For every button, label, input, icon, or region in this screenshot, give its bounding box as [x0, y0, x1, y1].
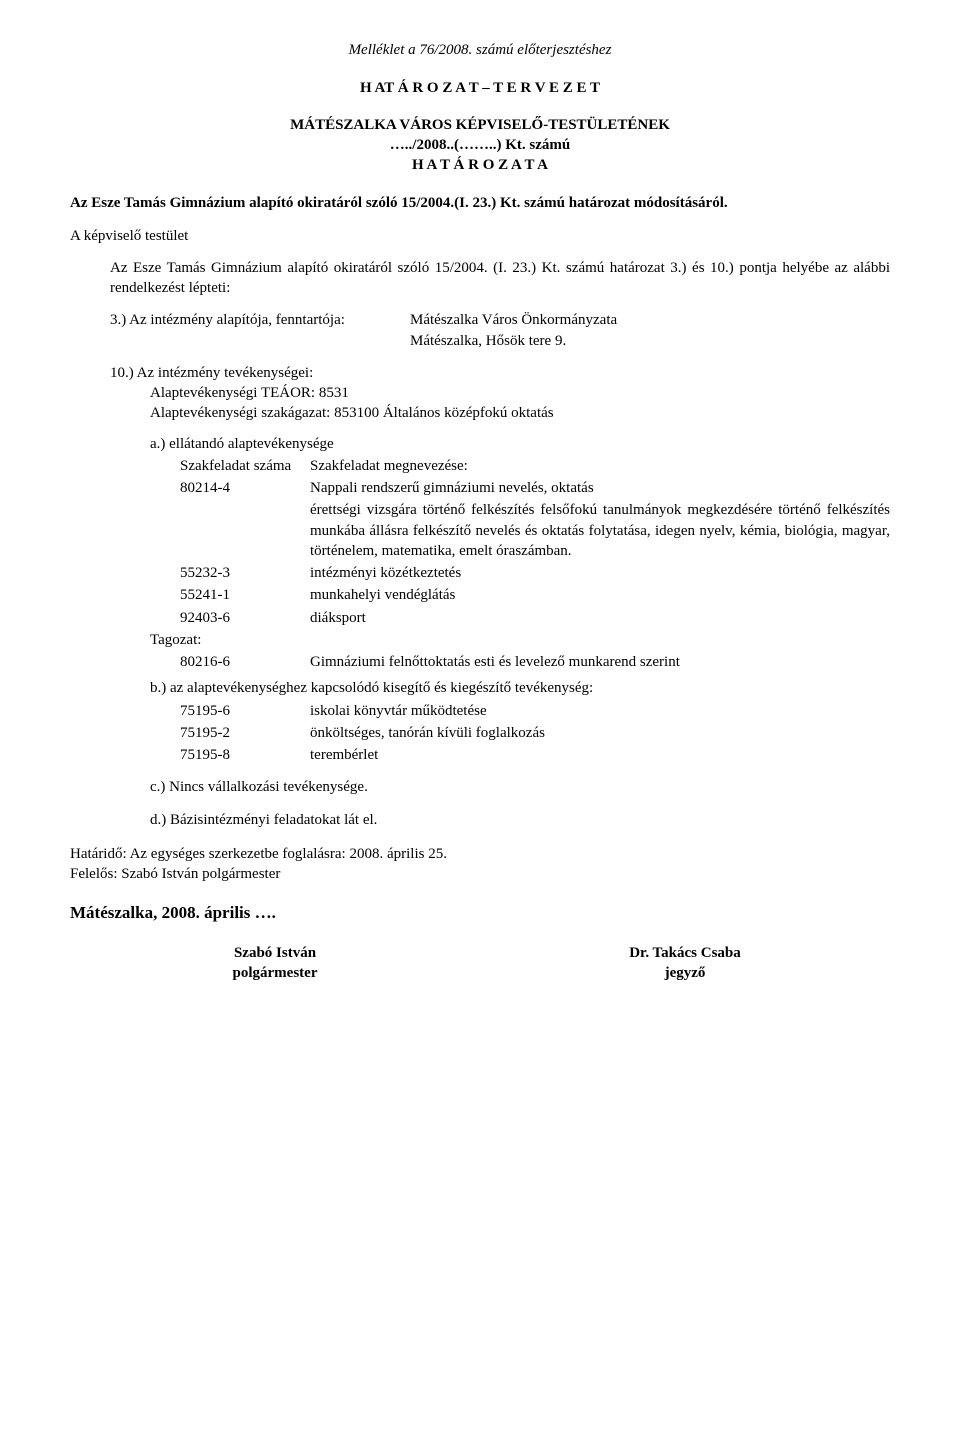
- founder-value: Mátészalka Város Önkormányzata Mátészalk…: [410, 310, 890, 351]
- activity-desc: önköltséges, tanórán kívüli foglalkozás: [310, 723, 890, 743]
- activity-desc: Nappali rendszerű gimnáziumi nevelés, ok…: [310, 478, 890, 498]
- intro-paragraph: Az Esze Tamás Gimnázium alapító okiratár…: [110, 258, 890, 299]
- founder-address: Mátészalka, Hősök tere 9.: [410, 331, 890, 351]
- szakagazat-line: Alaptevékenységi szakágazat: 853100 Álta…: [150, 403, 890, 423]
- activity-long-desc-row: érettségi vizsgára történő felkészítés f…: [180, 500, 890, 561]
- founder-name: Mátészalka Város Önkormányzata: [410, 310, 890, 330]
- col-head-code: Szakfeladat száma: [180, 456, 310, 476]
- activity-row: 75195-2 önköltséges, tanórán kívüli fogl…: [180, 723, 890, 743]
- resolution-draft-heading: H AT Á R O Z A T – T E R V E Z E T: [70, 78, 890, 98]
- activity-code: 55241-1: [180, 585, 310, 605]
- activity-code: 92403-6: [180, 608, 310, 628]
- activity-row: 80214-4 Nappali rendszerű gimnáziumi nev…: [180, 478, 890, 498]
- tagozat-desc: Gimnáziumi felnőttoktatás esti és levele…: [310, 652, 890, 672]
- sign-right-title: jegyző: [480, 963, 890, 983]
- founder-block: 3.) Az intézmény alapítója, fenntartója:…: [110, 310, 890, 351]
- activity-row: 55241-1 munkahelyi vendéglátás: [180, 585, 890, 605]
- section-d-label: d.) Bázisintézményi feladatokat lát el.: [150, 810, 890, 830]
- teaor-line: Alaptevékenységi TEÁOR: 8531: [150, 383, 890, 403]
- signature-left: Szabó István polgármester: [70, 943, 480, 984]
- sign-left-name: Szabó István: [70, 943, 480, 963]
- activity-code-empty: [180, 500, 310, 561]
- activity-code: 80214-4: [180, 478, 310, 498]
- activity-row: 75195-6 iskolai könyvtár működtetése: [180, 701, 890, 721]
- date-line: Mátészalka, 2008. április ….: [70, 902, 890, 925]
- doc-title-line-1: MÁTÉSZALKA VÁROS KÉPVISELŐ-TESTÜLETÉNEK: [70, 115, 890, 135]
- attachment-line: Melléklet a 76/2008. számú előterjesztés…: [70, 40, 890, 60]
- doc-title-line-2: …../2008..(……..) Kt. számú: [70, 135, 890, 155]
- column-headers: Szakfeladat száma Szakfeladat megnevezés…: [180, 456, 890, 476]
- activity-desc: diáksport: [310, 608, 890, 628]
- tagozat-label: Tagozat:: [150, 630, 890, 650]
- activity-row: 92403-6 diáksport: [180, 608, 890, 628]
- activity-desc: terembérlet: [310, 745, 890, 765]
- activity-code: 55232-3: [180, 563, 310, 583]
- sign-left-title: polgármester: [70, 963, 480, 983]
- activity-row: 55232-3 intézményi közétkeztetés: [180, 563, 890, 583]
- activity-code: 75195-2: [180, 723, 310, 743]
- doc-title-line-3: H A T Á R O Z A T A: [70, 155, 890, 175]
- subject-line: Az Esze Tamás Gimnázium alapító okiratár…: [70, 193, 890, 213]
- activity-desc: iskolai könyvtár működtetése: [310, 701, 890, 721]
- section-c-label: c.) Nincs vállalkozási tevékenysége.: [150, 777, 890, 797]
- signature-right: Dr. Takács Csaba jegyző: [480, 943, 890, 984]
- activity-row: 75195-8 terembérlet: [180, 745, 890, 765]
- representative-body-line: A képviselő testület: [70, 226, 890, 246]
- responsible-line: Felelős: Szabó István polgármester: [70, 864, 890, 884]
- activities-label: 10.) Az intézmény tevékenységei:: [110, 363, 890, 383]
- activity-desc: munkahelyi vendéglátás: [310, 585, 890, 605]
- activity-code: 75195-8: [180, 745, 310, 765]
- tagozat-row: 80216-6 Gimnáziumi felnőttoktatás esti é…: [180, 652, 890, 672]
- section-b-label: b.) az alaptevékenységhez kapcsolódó kis…: [150, 678, 890, 698]
- signature-row: Szabó István polgármester Dr. Takács Csa…: [70, 943, 890, 984]
- sign-right-name: Dr. Takács Csaba: [480, 943, 890, 963]
- activity-desc: intézményi közétkeztetés: [310, 563, 890, 583]
- col-head-desc: Szakfeladat megnevezése:: [310, 456, 890, 476]
- activity-code: 75195-6: [180, 701, 310, 721]
- section-a-label: a.) ellátandó alaptevékenysége: [150, 434, 890, 454]
- founder-label: 3.) Az intézmény alapítója, fenntartója:: [110, 310, 410, 351]
- tagozat-code: 80216-6: [180, 652, 310, 672]
- activity-long-desc: érettségi vizsgára történő felkészítés f…: [310, 500, 890, 561]
- deadline-line: Határidő: Az egységes szerkezetbe foglal…: [70, 844, 890, 864]
